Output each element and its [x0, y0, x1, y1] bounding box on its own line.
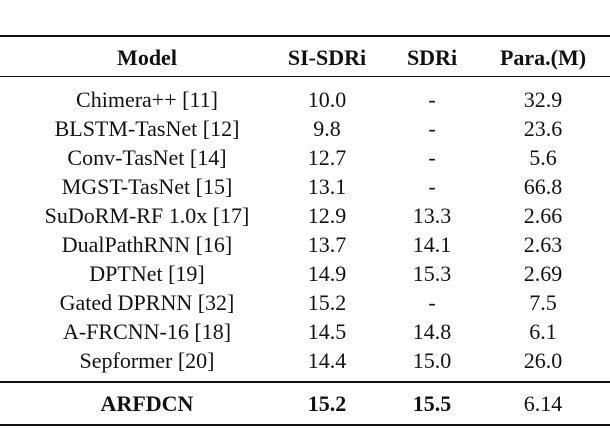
table-cell: 12.9	[307, 203, 347, 228]
table-cell: 26.0	[523, 348, 563, 373]
table-cell: 12.7	[307, 145, 347, 170]
table-cell: 14.1	[412, 232, 452, 257]
table-cell: 5.6	[529, 145, 557, 170]
table-cell: Conv-TasNet [14]	[67, 145, 227, 170]
table-cell: A-FRCNN-16 [18]	[62, 319, 232, 344]
table-cell: 14.4	[307, 348, 347, 373]
table-cell: 2.63	[523, 232, 563, 257]
table-cell: MGST-TasNet [15]	[61, 174, 233, 199]
table-cell: 15.3	[412, 261, 452, 286]
final-row-cell: 15.2	[307, 391, 347, 416]
table-cell: 15.2	[307, 290, 347, 315]
table-cell: 9.8	[313, 116, 341, 141]
table-cell: 6.1	[529, 319, 557, 344]
table-cell: 14.8	[412, 319, 452, 344]
table-cell: -	[428, 145, 436, 170]
bottom-rule	[0, 424, 610, 426]
table-cell: 32.9	[523, 87, 563, 112]
table-cell: Gated DPRNN [32]	[59, 290, 235, 315]
table-cell: 13.3	[412, 203, 452, 228]
header-cell: Model	[117, 45, 177, 70]
table-cell: DualPathRNN [16]	[61, 232, 233, 257]
table-cell: 2.69	[523, 261, 563, 286]
header-cell: Para.(M)	[499, 45, 587, 70]
final-row-cell: ARFDCN	[100, 391, 194, 416]
table-cell: -	[428, 116, 436, 141]
mid-rule	[0, 381, 610, 383]
table-cell: -	[428, 290, 436, 315]
table-cell: 13.7	[307, 232, 347, 257]
table-cell: 2.66	[523, 203, 563, 228]
table-cell: Sepformer [20]	[79, 348, 215, 373]
final-row-cell: 6.14	[523, 391, 563, 416]
header-cell: SDRi	[406, 45, 458, 70]
top-rule	[0, 35, 610, 37]
header-cell: SI-SDRi	[287, 45, 367, 70]
table-cell: 10.0	[307, 87, 347, 112]
final-row-cell: 15.5	[412, 391, 452, 416]
table-cell: -	[428, 87, 436, 112]
table-cell: BLSTM-TasNet [12]	[54, 116, 240, 141]
table-cell: Chimera++ [11]	[76, 87, 218, 112]
table-cell: DPTNet [19]	[89, 261, 205, 286]
table-cell: 7.5	[529, 290, 557, 315]
table-cell: 14.9	[307, 261, 347, 286]
table-cell: 13.1	[307, 174, 347, 199]
header-rule	[0, 76, 610, 77]
table-cell: 14.5	[307, 319, 347, 344]
table-cell: -	[428, 174, 436, 199]
table-cell: SuDoRM-RF 1.0x [17]	[44, 203, 250, 228]
table-cell: 66.8	[523, 174, 563, 199]
table-cell: 23.6	[523, 116, 563, 141]
table-cell: 15.0	[412, 348, 452, 373]
